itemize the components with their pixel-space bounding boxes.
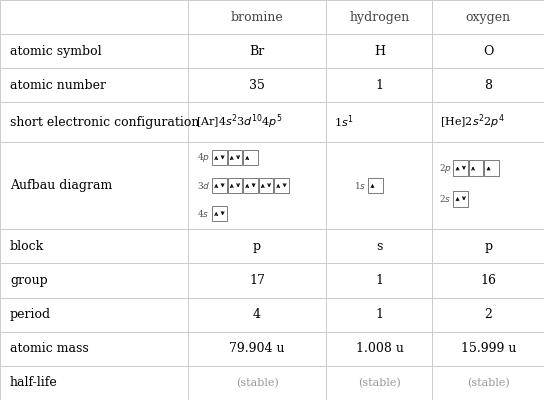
Bar bbox=[432, 142, 544, 229]
Bar bbox=[454, 160, 468, 176]
Text: 15.999 u: 15.999 u bbox=[461, 342, 516, 355]
Bar bbox=[243, 178, 258, 193]
Bar bbox=[259, 178, 273, 193]
Bar bbox=[188, 142, 326, 229]
Text: 4: 4 bbox=[253, 308, 261, 321]
Text: period: period bbox=[10, 308, 51, 321]
Text: group: group bbox=[10, 274, 48, 287]
Bar bbox=[326, 264, 432, 298]
Bar bbox=[274, 178, 289, 193]
Bar bbox=[326, 298, 432, 332]
Text: half-life: half-life bbox=[10, 376, 58, 390]
Bar bbox=[432, 34, 544, 68]
Bar bbox=[188, 229, 326, 264]
Text: [He]2$s^2$2$p^4$: [He]2$s^2$2$p^4$ bbox=[441, 113, 505, 132]
Bar bbox=[188, 332, 326, 366]
Bar bbox=[432, 332, 544, 366]
Bar bbox=[243, 150, 258, 166]
Bar bbox=[0, 298, 188, 332]
Text: atomic number: atomic number bbox=[10, 79, 106, 92]
Text: Br: Br bbox=[249, 45, 265, 58]
Text: 1$s$: 1$s$ bbox=[354, 180, 367, 191]
Text: [Ar]4$s^2$3$d^{10}$4$p^5$: [Ar]4$s^2$3$d^{10}$4$p^5$ bbox=[196, 113, 282, 132]
Text: p: p bbox=[484, 240, 492, 253]
Bar bbox=[432, 298, 544, 332]
Bar bbox=[326, 142, 432, 229]
Bar bbox=[469, 160, 484, 176]
Bar bbox=[188, 68, 326, 102]
Text: 1.008 u: 1.008 u bbox=[355, 342, 404, 355]
Text: block: block bbox=[10, 240, 44, 253]
Bar bbox=[0, 366, 188, 400]
Bar bbox=[432, 0, 544, 34]
Bar bbox=[326, 332, 432, 366]
Text: 2$p$: 2$p$ bbox=[439, 162, 452, 175]
Text: s: s bbox=[376, 240, 382, 253]
Bar bbox=[0, 142, 188, 229]
Text: Aufbau diagram: Aufbau diagram bbox=[10, 179, 112, 192]
Text: 1: 1 bbox=[375, 308, 384, 321]
Bar bbox=[228, 150, 242, 166]
Text: (stable): (stable) bbox=[467, 378, 510, 388]
Text: 35: 35 bbox=[249, 79, 265, 92]
Text: O: O bbox=[483, 45, 493, 58]
Bar bbox=[432, 68, 544, 102]
Bar bbox=[326, 366, 432, 400]
Text: 2$s$: 2$s$ bbox=[439, 193, 451, 204]
Text: 8: 8 bbox=[484, 79, 492, 92]
Bar bbox=[326, 229, 432, 264]
Bar bbox=[326, 102, 432, 142]
Bar bbox=[368, 178, 383, 193]
Bar bbox=[188, 102, 326, 142]
Bar bbox=[432, 102, 544, 142]
Bar bbox=[0, 34, 188, 68]
Bar bbox=[0, 229, 188, 264]
Text: atomic symbol: atomic symbol bbox=[10, 45, 102, 58]
Bar bbox=[212, 178, 227, 193]
Bar bbox=[212, 206, 227, 221]
Text: H: H bbox=[374, 45, 385, 58]
Bar bbox=[0, 332, 188, 366]
Text: 4$s$: 4$s$ bbox=[197, 208, 209, 219]
Bar bbox=[188, 0, 326, 34]
Bar bbox=[188, 366, 326, 400]
Bar bbox=[0, 102, 188, 142]
Text: 2: 2 bbox=[484, 308, 492, 321]
Text: 17: 17 bbox=[249, 274, 265, 287]
Bar bbox=[212, 150, 227, 166]
Text: hydrogen: hydrogen bbox=[349, 10, 410, 24]
Bar bbox=[326, 34, 432, 68]
Bar bbox=[0, 0, 188, 34]
Text: 79.904 u: 79.904 u bbox=[229, 342, 285, 355]
Bar bbox=[228, 178, 242, 193]
Text: (stable): (stable) bbox=[358, 378, 401, 388]
Bar bbox=[0, 68, 188, 102]
Text: bromine: bromine bbox=[231, 10, 283, 24]
Bar bbox=[454, 191, 468, 206]
Text: 3$d$: 3$d$ bbox=[197, 180, 210, 191]
Bar bbox=[432, 366, 544, 400]
Bar bbox=[326, 0, 432, 34]
Bar bbox=[188, 298, 326, 332]
Bar bbox=[188, 34, 326, 68]
Text: p: p bbox=[253, 240, 261, 253]
Bar bbox=[0, 264, 188, 298]
Text: oxygen: oxygen bbox=[466, 10, 511, 24]
Text: atomic mass: atomic mass bbox=[10, 342, 89, 355]
Text: short electronic configuration: short electronic configuration bbox=[10, 116, 199, 129]
Bar bbox=[188, 264, 326, 298]
Bar bbox=[326, 68, 432, 102]
Text: 1: 1 bbox=[375, 274, 384, 287]
Text: 16: 16 bbox=[480, 274, 496, 287]
Bar bbox=[485, 160, 499, 176]
Text: 1: 1 bbox=[375, 79, 384, 92]
Text: 1$s^1$: 1$s^1$ bbox=[335, 114, 354, 130]
Text: 4$p$: 4$p$ bbox=[197, 151, 209, 164]
Bar bbox=[432, 229, 544, 264]
Bar bbox=[432, 264, 544, 298]
Text: (stable): (stable) bbox=[236, 378, 279, 388]
